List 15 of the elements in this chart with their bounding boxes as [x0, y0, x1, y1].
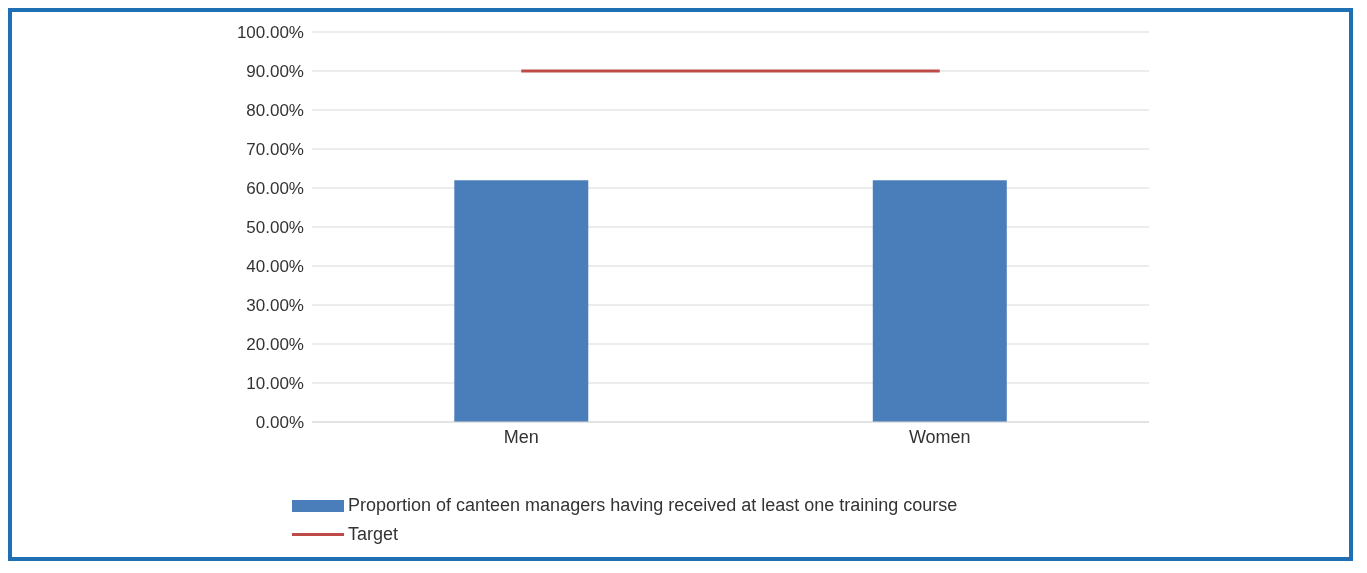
- y-tick-label: 40.00%: [246, 257, 304, 277]
- y-tick-label: 20.00%: [246, 335, 304, 355]
- y-tick-label: 50.00%: [246, 218, 304, 238]
- y-tick-label: 0.00%: [255, 413, 304, 433]
- y-tick-label: 90.00%: [246, 62, 304, 82]
- legend-label: Target: [348, 524, 399, 545]
- y-tick-label: 10.00%: [246, 374, 304, 394]
- y-tick-label: 60.00%: [246, 179, 304, 199]
- y-tick-label: 70.00%: [246, 140, 304, 160]
- y-tick-label: 100.00%: [236, 23, 304, 43]
- x-tick-label: Women: [908, 426, 971, 447]
- y-tick-label: 30.00%: [246, 296, 304, 316]
- y-tick-label: 80.00%: [246, 101, 304, 121]
- legend-label: Proportion of canteen managers having received at least one training course: [348, 495, 958, 516]
- x-tick-label: Men: [503, 426, 539, 447]
